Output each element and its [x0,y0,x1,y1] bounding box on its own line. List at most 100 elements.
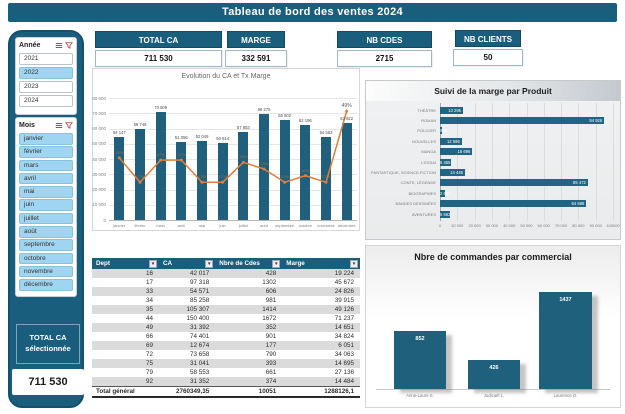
table-cell: 24 826 [282,287,360,296]
table-cell: 27 136 [334,369,354,376]
clear-filter-icon[interactable] [65,122,73,129]
line-value-label: 20% [301,167,310,173]
table-cell: 39 915 [334,297,354,304]
table-cell: 393 [215,359,283,368]
bar-value-label: 50 814 [216,135,230,141]
filter-dropdown-icon[interactable] [149,259,157,268]
clear-filter-icon[interactable] [65,42,73,49]
table-row: 69 12 674 177 6 051 [92,341,360,350]
col-header-dept: Dept [92,258,159,269]
slicer-item-octobre[interactable]: octobre [19,252,73,265]
bar-juillet [238,131,249,220]
gridline [595,103,597,221]
bar-value-label: 69 275 [257,107,271,113]
slicer-item-juin[interactable]: juin [19,199,73,211]
gridline [109,189,357,191]
sidebar: Année 2021 2022 2023 2024 Mois janvier févri… [8,30,84,408]
bar-décembre [341,122,352,220]
table-total-cell: 1288126,1 [282,385,360,398]
bar-L'ESSAI: 6 455 [440,158,452,166]
slicer-item-janvier[interactable]: janvier [19,133,73,145]
x-axis-label: Laurence O. [553,393,578,398]
category-label: THÉÂTRE [417,107,436,113]
table-cell: 79 [145,369,153,376]
slicer-item-novembre[interactable]: novembre [19,265,73,278]
y-axis-label: 10 000 [92,202,106,208]
filter-dropdown-icon[interactable] [350,259,358,268]
table-row: 49 31 392 352 14 651 [92,323,360,332]
multiselect-icon[interactable] [55,42,63,49]
slicer-item-2024[interactable]: 2024 [19,95,73,107]
kpi-total-ca-label: TOTAL CA [95,31,222,48]
table-cell: 105 307 [159,305,216,314]
slicer-item-avril[interactable]: avril [19,172,73,185]
bar-Anne-Laure S.: 852 [394,331,446,389]
table-cell: 14 651 [282,323,360,332]
table-row: 79 58 553 661 27 136 [92,368,360,377]
line-value-label: 49% [341,103,352,110]
x-axis-label: 20 000 [468,223,481,228]
bar-Judicaël L.: 426 [468,360,520,389]
table-row: 16 42 017 428 19 224 [92,269,360,278]
y-axis-label: 40 000 [92,156,106,162]
table-cell: 31 352 [159,377,216,386]
table-cell: 901 [265,333,277,340]
slicer-item-juillet[interactable]: juillet [19,212,73,225]
bar-value-label: 1437 [559,297,572,303]
x-axis-label: juin [219,223,226,228]
gridline [109,113,357,115]
marge-produit-title: Suivi de la marge par Produit [434,86,552,96]
x-axis-label: 90 000 [589,223,602,228]
x-axis-label: Judicaël L. [483,393,505,398]
slicer-annee: Année 2021 2022 2023 2024 [15,37,77,115]
bar-CONTE, LÉGENDE: 85 472 [440,179,588,187]
slicer-item-août[interactable]: août [19,226,73,238]
gridline [526,103,528,221]
line-value-label: 17% [218,174,227,180]
table-cell: 69 [92,341,159,350]
bar-value-label: 57 853 [236,124,250,130]
multiselect-icon[interactable] [55,122,63,129]
table-cell: 34 824 [334,333,354,340]
slicer-item-2021[interactable]: 2021 [19,53,73,65]
y-axis-label: 80 000 [92,95,106,101]
line-value-label: 17% [197,174,206,180]
slicer-item-mars[interactable]: mars [19,159,73,172]
line-value-label: 28% [115,149,124,155]
slicer-item-février[interactable]: février [19,146,73,158]
x-axis-label: novembre [317,223,335,228]
table-cell: 177 [215,341,283,350]
bar-value-label: 852 [415,336,425,343]
y-axis-label: 70 000 [92,110,106,116]
table-cell: 14 695 [282,359,360,368]
slicer-item-septembre[interactable]: septembre [19,239,73,251]
bar-value-label: 54 147 [112,130,126,136]
slicer-mois-header: Mois [19,120,73,131]
x-axis-label: 40 000 [503,223,516,228]
slicer-item-2023[interactable]: 2023 [19,81,73,93]
table-cell: 661 [265,369,277,376]
commandes-commercial-chart: Nbre de commandes par commercial 852 Anne… [365,245,621,408]
slicer-item-mai[interactable]: mai [19,186,73,198]
x-axis-label: septembre [275,223,295,228]
table-cell: 72 [145,351,153,358]
table-cell: 92 [92,377,159,386]
col-header-marge: Marge [282,258,360,269]
x-axis-label: 10 000 [451,223,464,228]
slicer-mois-title: Mois [19,122,35,129]
bar-value-label: 54 563 [319,129,333,135]
filter-dropdown-icon[interactable] [205,259,214,268]
category-label: BIOGRAPHIES [408,190,436,196]
x-axis-label: 100000 [606,223,620,228]
table-cell: 150 400 [186,315,210,322]
table-cell: 352 [215,323,283,332]
slicer-item-2022[interactable]: 2022 [19,67,73,79]
y-axis-label: 20 000 [92,187,106,192]
filter-dropdown-icon[interactable] [272,259,281,268]
slicer-item-décembre[interactable]: décembre [19,279,73,291]
table-cell: 34 [145,297,153,304]
x-axis-label: octobre [298,223,312,228]
sidebar-total-ca-label: TOTAL CA sélectionnée [16,324,80,364]
category-label: FANTASTIQUE, SCIENCE-FICTION [371,169,436,175]
gridline [109,204,357,206]
